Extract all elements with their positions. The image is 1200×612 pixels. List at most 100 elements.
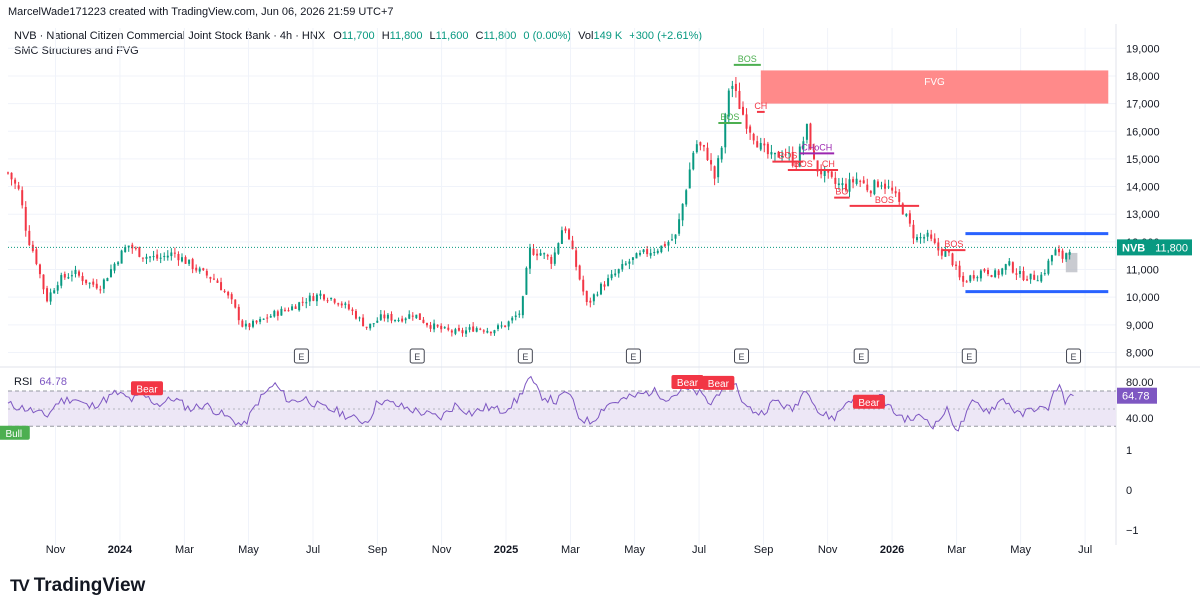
earnings-marker[interactable] — [625, 348, 641, 364]
candle-body — [937, 242, 940, 251]
candle-body — [38, 264, 41, 275]
candle-body — [528, 247, 531, 269]
close-label: C — [475, 30, 484, 42]
candle-body — [1047, 260, 1050, 274]
rsi-legend[interactable]: RSI 64.78 — [14, 376, 67, 388]
candle-body — [404, 318, 407, 321]
candle-body — [887, 186, 890, 188]
candle-body — [358, 317, 361, 319]
candle-body — [365, 326, 368, 328]
price-tick-label: 9,000 — [1126, 320, 1154, 332]
rsi-series: 64.78 — [7, 375, 1157, 432]
time-tick-label: Jul — [1078, 544, 1092, 556]
candle-body — [461, 330, 464, 334]
candle-body — [425, 323, 428, 326]
high-label: H — [381, 30, 390, 42]
candle-body — [1040, 274, 1043, 282]
candle-body — [930, 234, 933, 239]
candle-body — [212, 278, 215, 280]
candle-body — [869, 190, 872, 194]
candle-body — [109, 269, 112, 277]
candle-body — [85, 279, 88, 284]
candle-body — [10, 172, 13, 180]
range-box — [965, 232, 1109, 294]
candle-body — [1029, 273, 1032, 280]
candle-body — [248, 323, 251, 328]
candle-body — [354, 311, 357, 319]
candle-body — [1065, 253, 1068, 260]
earnings-marker[interactable] — [961, 348, 977, 364]
candle-body — [386, 314, 389, 319]
candle-body — [791, 151, 794, 166]
candle-body — [209, 277, 212, 279]
volume-label: Vol — [578, 30, 594, 42]
time-tick-label: 2026 — [880, 544, 904, 556]
candle-body — [997, 270, 1000, 276]
price-tick-label: 10,000 — [1126, 292, 1160, 304]
candle-body — [145, 256, 148, 259]
candle-body — [873, 180, 876, 195]
price-tick-label: 15,000 — [1126, 154, 1160, 166]
candle-body — [802, 141, 805, 149]
candle-body — [717, 158, 720, 178]
candle-body — [962, 275, 965, 282]
candle-body — [940, 249, 943, 256]
last-price-value: 11,800 — [1155, 242, 1188, 254]
candle-body — [660, 245, 663, 253]
candle-body — [624, 263, 627, 265]
candle-body — [1001, 268, 1004, 275]
candle-body — [127, 245, 130, 248]
candle-body — [124, 247, 127, 253]
candle-body — [99, 289, 102, 291]
candle-body — [823, 169, 826, 177]
last-price-label: NVB 11,800 — [8, 239, 1192, 256]
candle-body — [415, 314, 418, 319]
candle-body — [70, 275, 73, 277]
time-tick-label: Nov — [818, 544, 838, 556]
gray-zone — [1065, 252, 1078, 273]
candle-body — [138, 247, 141, 257]
candle-body — [184, 257, 187, 264]
candle-body — [756, 141, 759, 148]
price-tick-label: 8,000 — [1126, 347, 1154, 359]
candle-body — [585, 290, 588, 303]
earnings-marker[interactable] — [409, 348, 425, 364]
candle-body — [134, 247, 137, 249]
earnings-marker[interactable] — [1066, 348, 1082, 364]
candle-body — [163, 256, 166, 258]
candle-body — [276, 311, 279, 316]
candle-body — [457, 327, 460, 331]
structure-label: BOS — [738, 54, 757, 64]
candle-body — [848, 179, 851, 192]
structure-label: BO — [835, 187, 848, 197]
rsi-value: 64.78 — [39, 376, 67, 388]
candle-body — [216, 280, 219, 283]
time-tick-label: 2025 — [494, 544, 518, 556]
candle-body — [149, 256, 152, 258]
earnings-marker[interactable] — [853, 348, 869, 364]
candle-body — [397, 319, 400, 322]
candle-body — [486, 330, 489, 333]
candle-body — [905, 213, 908, 216]
candle-body — [674, 234, 677, 239]
candle-body — [727, 90, 730, 117]
candle-body — [191, 259, 194, 270]
open-value: 11,700 — [341, 30, 375, 42]
candle-body — [429, 325, 432, 329]
candle-body — [287, 310, 290, 312]
time-tick-label: Sep — [754, 544, 774, 556]
candle-body — [1050, 255, 1053, 262]
candle-body — [1058, 248, 1061, 253]
candle-body — [798, 146, 801, 167]
candle-body — [227, 291, 230, 296]
candle-body — [340, 303, 343, 306]
earnings-label: E — [522, 352, 528, 362]
earnings-marker[interactable] — [517, 348, 533, 364]
structure-label: CH — [754, 101, 767, 111]
earnings-marker[interactable] — [293, 348, 309, 364]
earnings-marker[interactable] — [734, 348, 750, 364]
candle-body — [884, 183, 887, 189]
rsi-signals: Bull Bear Bear Bear Bear — [0, 375, 885, 440]
